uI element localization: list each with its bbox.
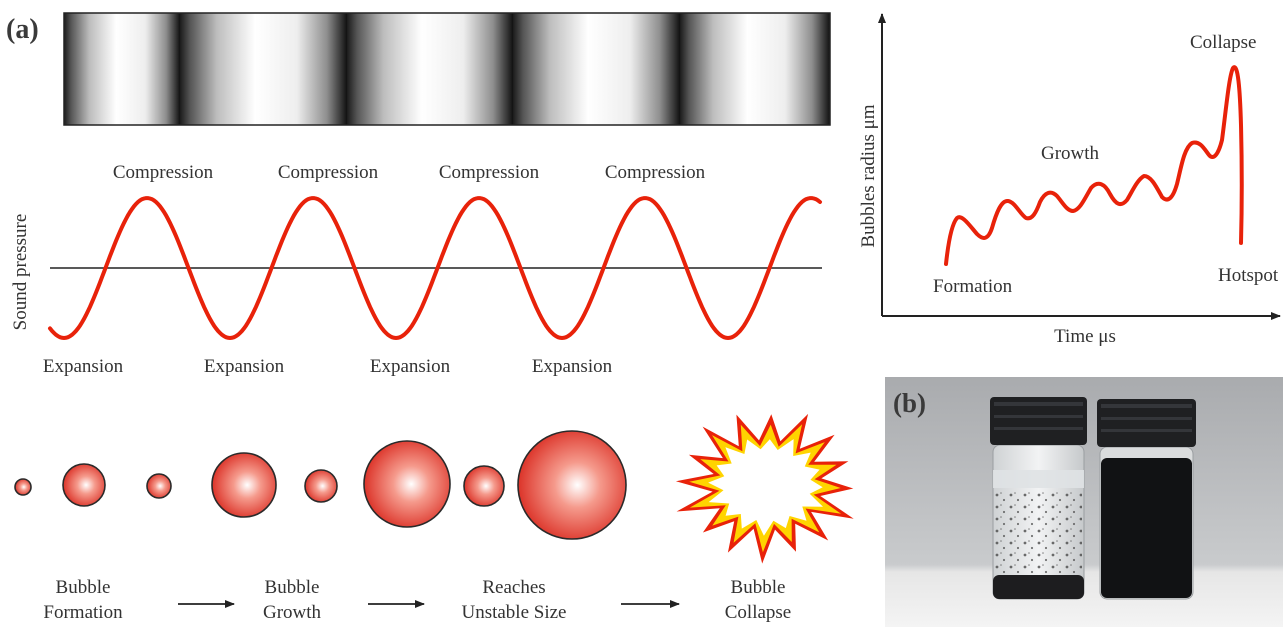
- band-segment: [64, 13, 180, 125]
- stage-label-line1: Bubble: [731, 577, 786, 598]
- bubble: [62, 463, 106, 507]
- stage-label-line1: Bubble: [56, 577, 111, 598]
- bubble: [146, 473, 172, 499]
- annotation-collapse: Collapse: [1190, 32, 1257, 53]
- expansion-label: Expansion: [532, 356, 613, 377]
- annotation-formation: Formation: [933, 276, 1013, 297]
- annotation-hotspot: Hotspot: [1218, 265, 1279, 286]
- stage-label-line2: Unstable Size: [461, 602, 566, 623]
- stage-label-line2: Formation: [43, 602, 123, 623]
- panel-b-tag: (b): [893, 388, 926, 418]
- compression-label: Compression: [113, 162, 214, 183]
- vial-right: [1097, 399, 1196, 600]
- bubble-sequence: [14, 430, 627, 540]
- bubble: [14, 478, 32, 496]
- stage-label-line1: Reaches: [482, 577, 545, 598]
- annotation-growth: Growth: [1041, 143, 1100, 164]
- stage-label-line2: Growth: [263, 602, 322, 623]
- pressure-band: [63, 12, 831, 126]
- bubble: [304, 469, 338, 503]
- band-segment: [180, 13, 347, 125]
- compression-label: Compression: [605, 162, 706, 183]
- compression-label: Compression: [439, 162, 540, 183]
- expansion-label: Expansion: [43, 356, 124, 377]
- compression-label: Compression: [278, 162, 379, 183]
- bubble: [463, 465, 505, 507]
- bubble-radius-curve: [944, 65, 1244, 266]
- vials-photo: [885, 377, 1283, 627]
- panel-a-tag: (a): [6, 14, 39, 45]
- stage-label-line2: Collapse: [725, 602, 792, 623]
- vial-left: [990, 397, 1087, 600]
- wave-ylabel: Sound pressure: [10, 214, 31, 331]
- collapse-burst-icon: [675, 413, 854, 564]
- bubble: [211, 452, 277, 518]
- radius-plot-ylabel: Bubbles radius μm: [858, 104, 879, 247]
- bubble: [363, 440, 451, 528]
- expansion-label: Expansion: [370, 356, 451, 377]
- band-segment: [513, 13, 680, 125]
- band-segment: [680, 13, 830, 125]
- bubble: [517, 430, 627, 540]
- band-segment: [347, 13, 513, 125]
- radius-plot: Bubbles radius μm Time μs Formation Grow…: [858, 13, 1281, 347]
- sound-pressure-wave: [48, 196, 822, 341]
- radius-plot-xlabel: Time μs: [1054, 326, 1116, 347]
- expansion-label: Expansion: [204, 356, 285, 377]
- stage-label-line1: Bubble: [265, 577, 320, 598]
